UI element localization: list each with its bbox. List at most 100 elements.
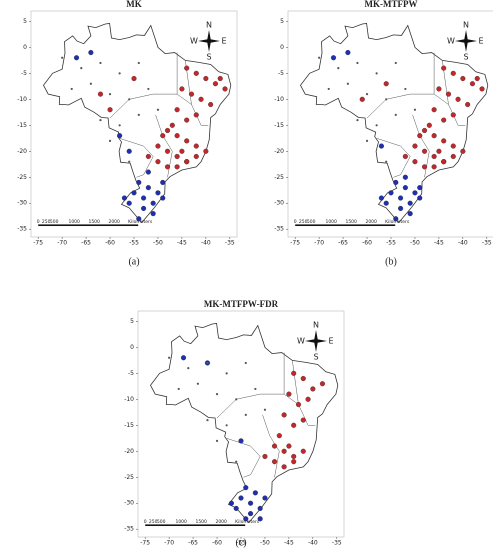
station-point <box>393 179 399 185</box>
y-tick-label: -5 <box>128 370 134 377</box>
station-point <box>262 495 268 501</box>
station-point <box>184 117 190 123</box>
station-point <box>426 122 432 128</box>
station-point <box>330 55 337 61</box>
station-point <box>310 386 316 392</box>
station-point <box>450 143 456 149</box>
station-point <box>402 153 408 160</box>
x-tick-label: -50 <box>410 240 420 247</box>
station-point <box>276 433 282 439</box>
station-point <box>179 86 185 92</box>
region-border <box>262 414 280 478</box>
x-tick-label: -70 <box>57 240 67 247</box>
station-point <box>203 75 209 82</box>
station-point <box>99 61 102 65</box>
station-point <box>155 159 161 165</box>
station-point <box>385 160 388 163</box>
panel-caption: (c) <box>235 537 246 548</box>
station-point <box>291 370 297 376</box>
station-point <box>222 86 228 92</box>
y-tick-label: -20 <box>274 148 284 155</box>
station-point <box>356 119 359 122</box>
station-point <box>257 505 263 511</box>
station-point <box>184 65 190 71</box>
y-tick-label: -20 <box>17 148 27 155</box>
y-tick-label: -5 <box>278 70 284 77</box>
station-point <box>179 148 185 154</box>
station-point <box>131 75 137 82</box>
station-point <box>97 91 104 97</box>
station-point <box>128 160 131 163</box>
station-point <box>145 169 151 175</box>
station-point <box>169 122 175 128</box>
y-tick-label: -15 <box>17 122 27 129</box>
station-point <box>383 81 389 87</box>
station-point <box>319 381 325 387</box>
station-point <box>184 159 190 165</box>
map-panel: MK (a) -75 -70 -65 -60 -55 -50 -45 -40 -35 5 0 -5 -10 -… <box>17 0 238 267</box>
x-tick-label: -65 <box>338 240 348 247</box>
station-point <box>118 72 121 75</box>
station-point <box>131 190 137 196</box>
x-tick-label: -65 <box>81 240 91 247</box>
scale-label: Kilometers <box>385 219 410 225</box>
station-point <box>441 65 447 71</box>
station-point <box>238 495 244 501</box>
station-point <box>402 174 408 180</box>
x-tick-label: -60 <box>105 240 115 247</box>
compass-rose <box>305 330 327 352</box>
station-point <box>431 107 437 113</box>
y-tick-label: 5 <box>23 18 27 25</box>
station-point <box>160 133 166 139</box>
y-tick-label: 0 <box>130 344 134 351</box>
x-tick-label: -70 <box>164 540 174 547</box>
scale-label: 1500 <box>345 219 357 225</box>
x-tick-label: -55 <box>236 540 246 547</box>
station-point <box>126 200 132 206</box>
country-outline <box>300 23 489 224</box>
station-point <box>318 56 321 59</box>
x-tick-label: -45 <box>284 540 294 547</box>
station-point <box>180 355 187 361</box>
x-tick-label: -75 <box>140 540 150 547</box>
scale-label: 250 <box>149 519 158 525</box>
station-point <box>164 127 171 134</box>
station-point <box>145 153 151 160</box>
station-point <box>359 96 365 102</box>
station-point <box>73 55 80 61</box>
y-tick-label: -30 <box>124 500 134 507</box>
station-point <box>215 393 219 396</box>
panel-title: MK <box>126 0 142 9</box>
station-point <box>271 443 278 449</box>
station-point <box>244 413 247 417</box>
station-point <box>450 153 456 160</box>
panel-caption: (b) <box>385 256 397 267</box>
station-point <box>174 107 180 113</box>
x-tick-label: -50 <box>260 540 270 547</box>
station-point <box>460 148 466 154</box>
panel-title: MK-MTFPW <box>365 0 418 9</box>
station-point <box>417 133 423 139</box>
station-point <box>394 113 397 117</box>
station-point <box>212 81 218 87</box>
compass-label: W <box>297 337 305 346</box>
compass-label: W <box>190 37 198 46</box>
station-point <box>378 143 384 149</box>
x-tick-label: -65 <box>188 540 198 547</box>
scale-label: 1000 <box>175 519 187 525</box>
station-point <box>193 112 199 118</box>
station-point <box>394 61 397 65</box>
station-point <box>345 50 351 56</box>
station-point <box>412 190 418 196</box>
station-point <box>286 391 292 397</box>
x-tick-label: -40 <box>308 540 318 547</box>
station-point <box>108 139 112 142</box>
scale-label: 0 <box>144 519 147 525</box>
station-point <box>436 148 442 154</box>
station-point <box>281 464 287 470</box>
y-tick-label: 5 <box>130 318 134 325</box>
station-point <box>203 148 209 154</box>
x-tick-label: -45 <box>177 240 187 247</box>
station-point <box>402 185 408 191</box>
